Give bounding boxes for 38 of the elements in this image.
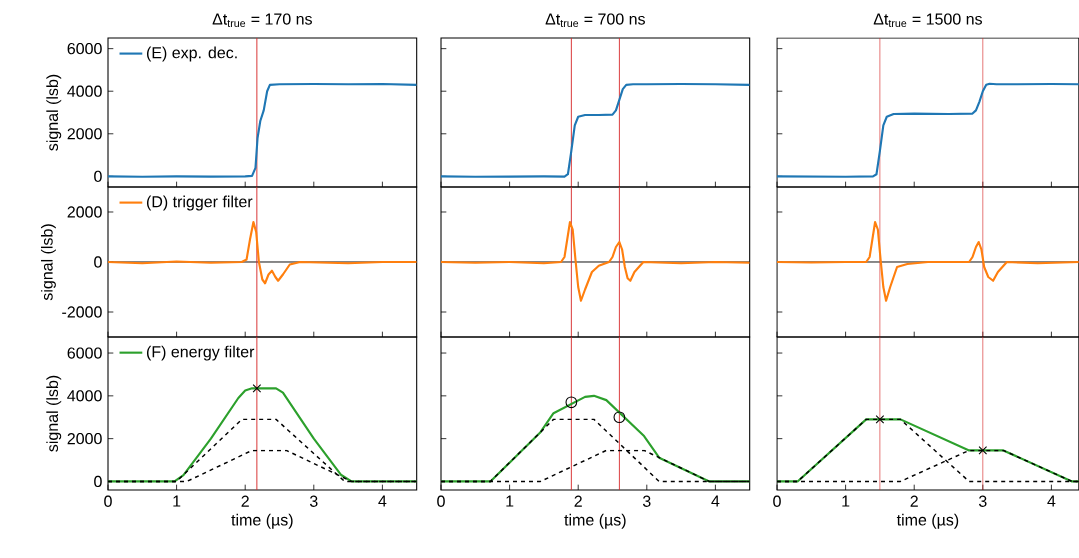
y-tick-label: 0 [94, 256, 102, 268]
x-tick-label: 2 [241, 495, 249, 507]
legend-label: (E) exp. dec. [146, 46, 237, 62]
y-tick-label: 0 [94, 475, 102, 488]
y-tick-label: 2000 [67, 432, 102, 445]
x-axis-title: time (µs) [231, 513, 293, 529]
x-tick-label: 4 [378, 495, 387, 507]
x-tick-label: 0 [773, 495, 781, 507]
y-tick-label: 2000 [67, 128, 102, 140]
x-axis-title: time (µs) [896, 513, 959, 529]
x-tick-label: 4 [1047, 495, 1056, 507]
chart-title: Δt$_{true}$ = 170 ns [212, 13, 312, 28]
x-tick-label: 0 [437, 495, 445, 507]
y-axis-title: signal (lsb) [46, 375, 62, 452]
y-axis-title: signal (lsb) [40, 224, 56, 301]
legend-label: (F) energy filter [146, 345, 255, 361]
chart-title: Δt$_{true}$ = 1500 ns [873, 13, 982, 28]
legend-label: (D) trigger filter [146, 195, 253, 211]
y-tick-label: 0 [94, 170, 102, 183]
x-axis-title: time (µs) [564, 513, 626, 529]
x-tick-label: 4 [711, 495, 720, 507]
x-tick-label: 1 [842, 495, 850, 507]
x-tick-label: 2 [574, 495, 582, 507]
x-tick-label: 0 [104, 495, 112, 507]
x-tick-label: 3 [642, 495, 651, 507]
y-tick-label: 2000 [67, 206, 102, 218]
y-tick-label: 4000 [67, 390, 102, 402]
chart-title: Δt$_{true}$ = 700 ns [545, 13, 645, 28]
x-tick-label: 3 [309, 495, 318, 507]
y-tick-label: 6000 [67, 347, 102, 359]
x-tick-label: 3 [978, 495, 987, 507]
y-tick-label: -2000 [62, 306, 102, 318]
y-tick-label: 6000 [67, 42, 102, 55]
y-tick-label: 4000 [67, 85, 102, 97]
y-axis-title: signal (lsb) [46, 74, 62, 151]
x-tick-label: 2 [910, 495, 918, 507]
x-tick-label: 1 [506, 495, 514, 507]
x-tick-label: 1 [173, 495, 181, 507]
